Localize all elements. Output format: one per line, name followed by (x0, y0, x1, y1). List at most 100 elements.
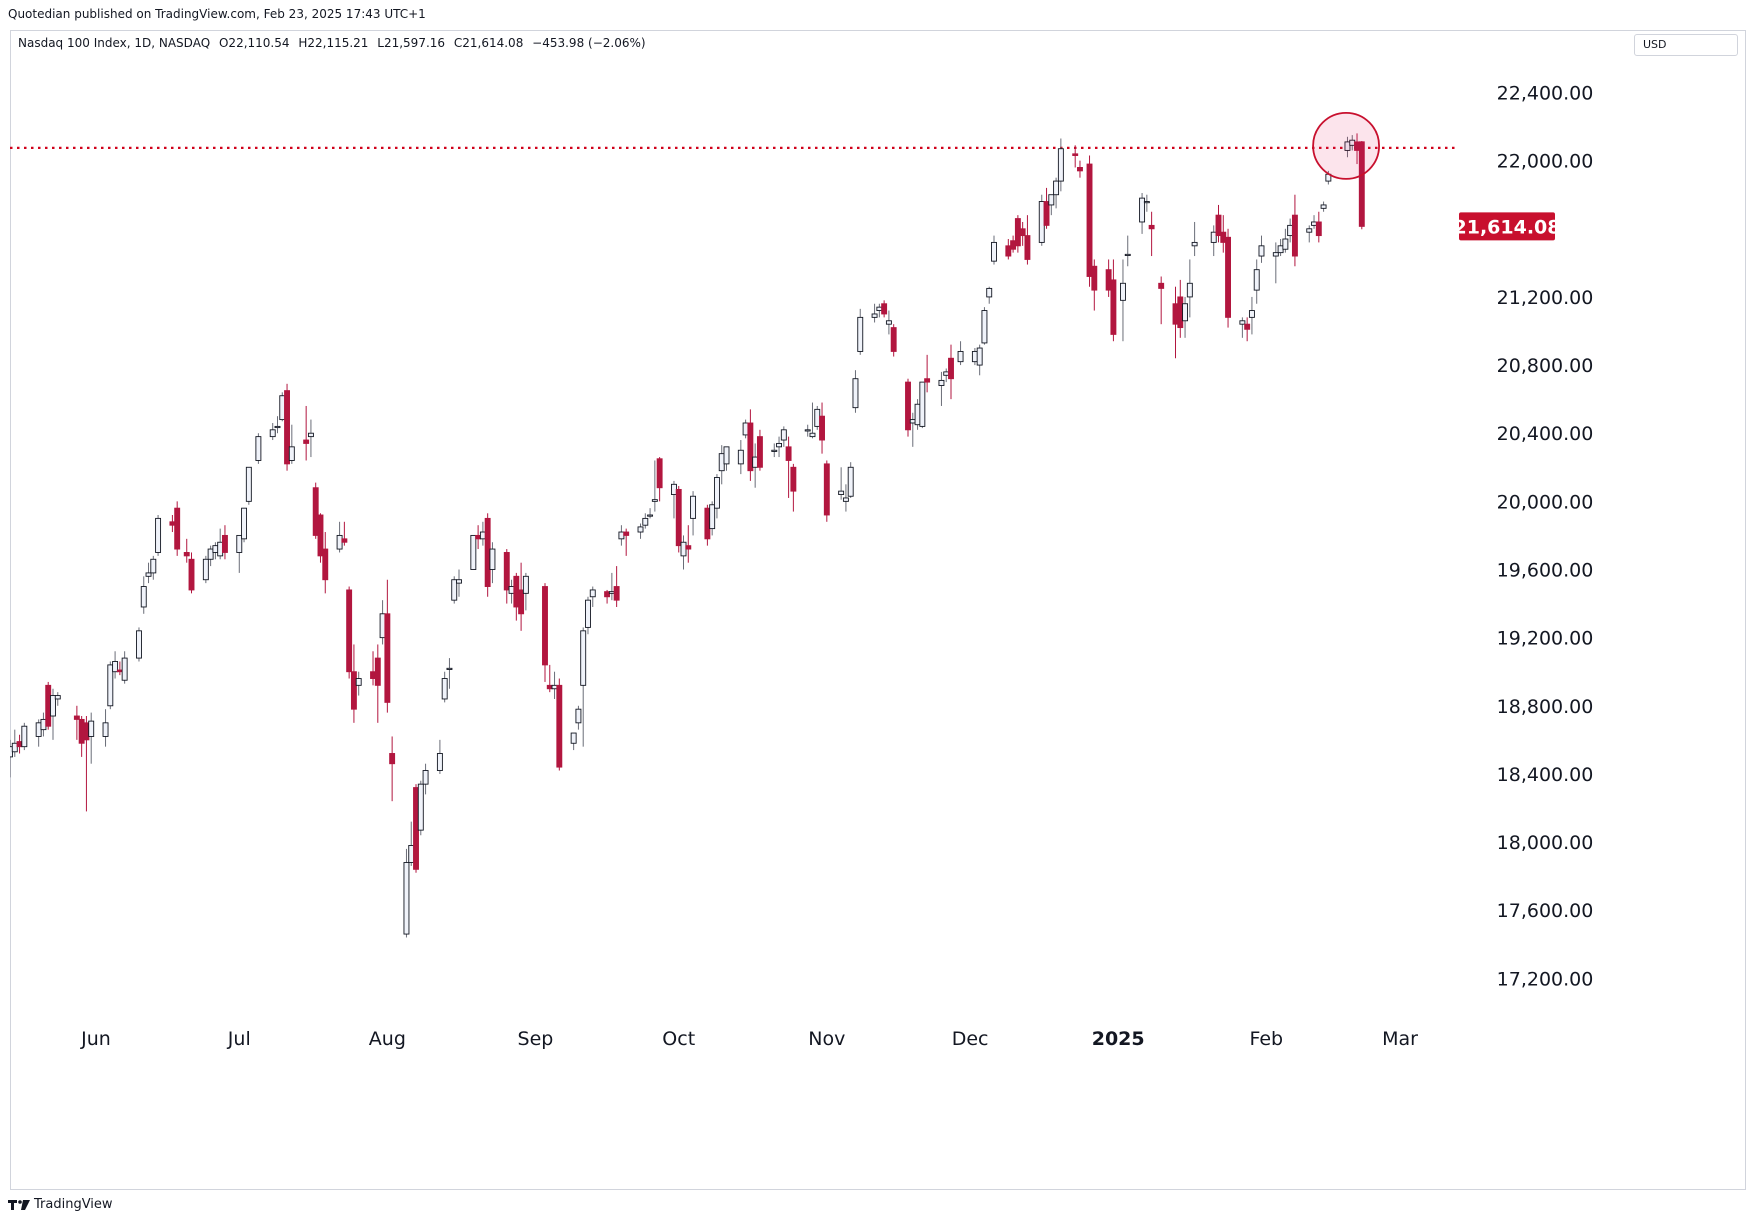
candle (470, 534, 477, 570)
y-tick-label: 18,400.00 (1497, 764, 1594, 786)
candle-body-up (718, 453, 725, 472)
candle (713, 474, 720, 519)
candle (1315, 211, 1322, 243)
candle-body-down (1024, 235, 1031, 260)
candle (408, 821, 415, 866)
candle (546, 664, 553, 693)
candle (140, 576, 147, 614)
candle (608, 572, 615, 601)
candle-body-down (513, 575, 520, 608)
candle-body-up (976, 347, 983, 366)
candle (881, 300, 888, 318)
candle (518, 562, 525, 631)
candle-body-up (723, 446, 730, 465)
candle-body-up (814, 408, 821, 427)
candle (1024, 215, 1031, 265)
candle (1220, 215, 1227, 253)
candle (905, 378, 911, 437)
candle (885, 310, 892, 335)
candle-body-up (446, 667, 453, 670)
candle-body-up (121, 657, 128, 681)
candle (16, 734, 23, 754)
candle (1072, 145, 1079, 168)
candle (1105, 259, 1112, 297)
candle-body-up (441, 678, 448, 700)
x-tick-label: Jun (80, 1028, 111, 1050)
candle-body-up (852, 378, 859, 409)
x-tick-label: Oct (662, 1028, 695, 1050)
candle-body-down (756, 436, 763, 468)
candle-body-down (823, 463, 830, 516)
candle (50, 688, 56, 740)
candle (723, 446, 730, 471)
candle-body-down (1315, 221, 1322, 237)
candle (575, 705, 582, 730)
candle-body-up (589, 589, 596, 598)
candle-body-up (35, 722, 42, 737)
candle (637, 523, 644, 539)
candle-body-down (78, 718, 85, 744)
candle-body-up (417, 783, 424, 831)
candle-body-up (1182, 303, 1189, 322)
open-value: O22,110.54 (218, 36, 290, 50)
candle-body-down (83, 722, 90, 741)
currency-selector[interactable]: USD (1634, 34, 1738, 56)
candle-body-up (986, 287, 993, 298)
candle-body-up (408, 845, 415, 863)
candle-body-up (957, 350, 964, 363)
candle (188, 552, 195, 594)
candle-body-down (924, 378, 931, 383)
candle-body-up (752, 456, 759, 468)
candle (771, 443, 778, 458)
candle-body-down (518, 589, 525, 615)
candle (1277, 239, 1284, 257)
candle-body-up (780, 429, 787, 441)
candle (857, 308, 864, 355)
candle-body-down (475, 534, 482, 540)
candle (1010, 235, 1017, 253)
candle-body-up (1038, 201, 1045, 243)
candle-body-down (1215, 214, 1222, 237)
candle-body-down (503, 552, 510, 591)
y-tick-label: 20,000.00 (1497, 491, 1594, 513)
candle-body-up (269, 429, 276, 438)
candle (355, 671, 362, 696)
candle (938, 371, 945, 406)
candle-body-up (479, 531, 486, 540)
candle-body-down (1148, 224, 1155, 230)
candle (756, 429, 763, 471)
candle (919, 381, 926, 429)
candle-body-up (1143, 201, 1150, 204)
candle-body-up (618, 531, 625, 540)
x-tick-label: Sep (518, 1028, 554, 1050)
candle (1287, 218, 1294, 243)
candle-body-up (608, 591, 615, 594)
candle (914, 399, 921, 430)
candle-body-up (1258, 245, 1265, 257)
candle-body-up (857, 316, 864, 352)
candle-body-up (1139, 197, 1146, 223)
candle (508, 579, 515, 604)
candle-body-down (1110, 279, 1117, 335)
candle-body-up (1311, 221, 1317, 226)
candle-body-down (819, 415, 825, 441)
candle-body-down (623, 531, 630, 536)
candle (847, 462, 854, 498)
candle-body-up (885, 320, 892, 325)
candle-body-up (274, 425, 281, 429)
candle (585, 596, 591, 635)
candle (1139, 193, 1146, 234)
candle (1244, 317, 1251, 342)
candle-body-up (1048, 194, 1055, 206)
candle (589, 586, 596, 607)
candle-body-up (776, 442, 782, 448)
candle-body-down (785, 446, 792, 461)
candle (1177, 279, 1184, 338)
candle-body-down (346, 589, 353, 673)
candle-body-down (1225, 236, 1232, 318)
candle-body-down (948, 357, 954, 380)
candle (1253, 259, 1260, 304)
candle-body-down (1086, 163, 1093, 277)
candle-body-up (570, 732, 577, 744)
